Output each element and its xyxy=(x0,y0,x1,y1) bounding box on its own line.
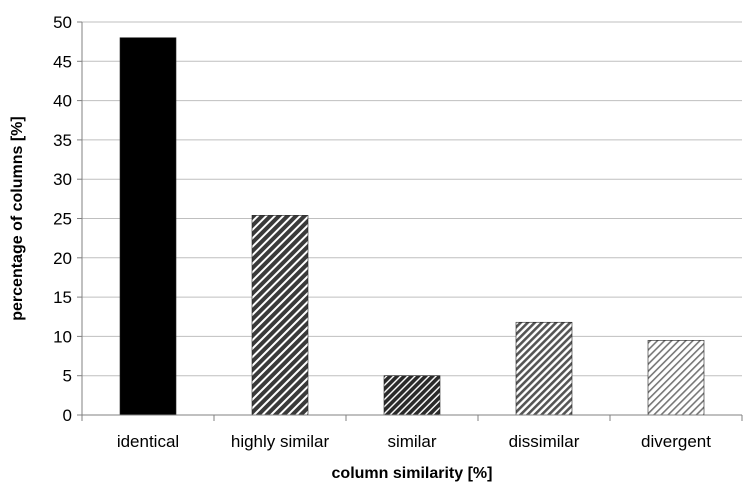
x-tick-label: identical xyxy=(117,432,179,451)
y-tick-label: 50 xyxy=(53,13,72,32)
bar-highly-similar xyxy=(251,215,309,416)
y-tick-label: 35 xyxy=(53,131,72,150)
gridlines xyxy=(82,21,742,377)
y-tick-label: 10 xyxy=(53,327,72,346)
y-tick-label: 20 xyxy=(53,249,72,268)
bar-divergent xyxy=(647,340,705,416)
x-tick-label: similar xyxy=(387,432,436,451)
bar-identical xyxy=(119,37,177,416)
bar-dissimilar xyxy=(515,321,573,416)
y-tick-labels: 0 5 10 15 20 25 30 35 40 45 50 xyxy=(53,13,72,425)
y-tick-label: 40 xyxy=(53,92,72,111)
y-tick-label: 25 xyxy=(53,210,72,229)
y-tick-label: 5 xyxy=(63,367,72,386)
y-tick-label: 15 xyxy=(53,288,72,307)
y-tick-label: 30 xyxy=(53,170,72,189)
y-tick-label: 0 xyxy=(63,406,72,425)
y-axis-title: percentage of columns [%] xyxy=(9,116,26,320)
axes xyxy=(77,21,743,421)
x-axis-title: column similarity [%] xyxy=(332,465,493,482)
bar-similar xyxy=(383,375,441,416)
y-tick-label: 45 xyxy=(53,52,72,71)
x-tick-label: highly similar xyxy=(231,432,330,451)
x-tick-label: dissimilar xyxy=(509,432,580,451)
x-tick-label: divergent xyxy=(641,432,711,451)
bars xyxy=(119,37,705,416)
x-tick-labels: identical highly similar similar dissimilar… xyxy=(117,432,711,451)
